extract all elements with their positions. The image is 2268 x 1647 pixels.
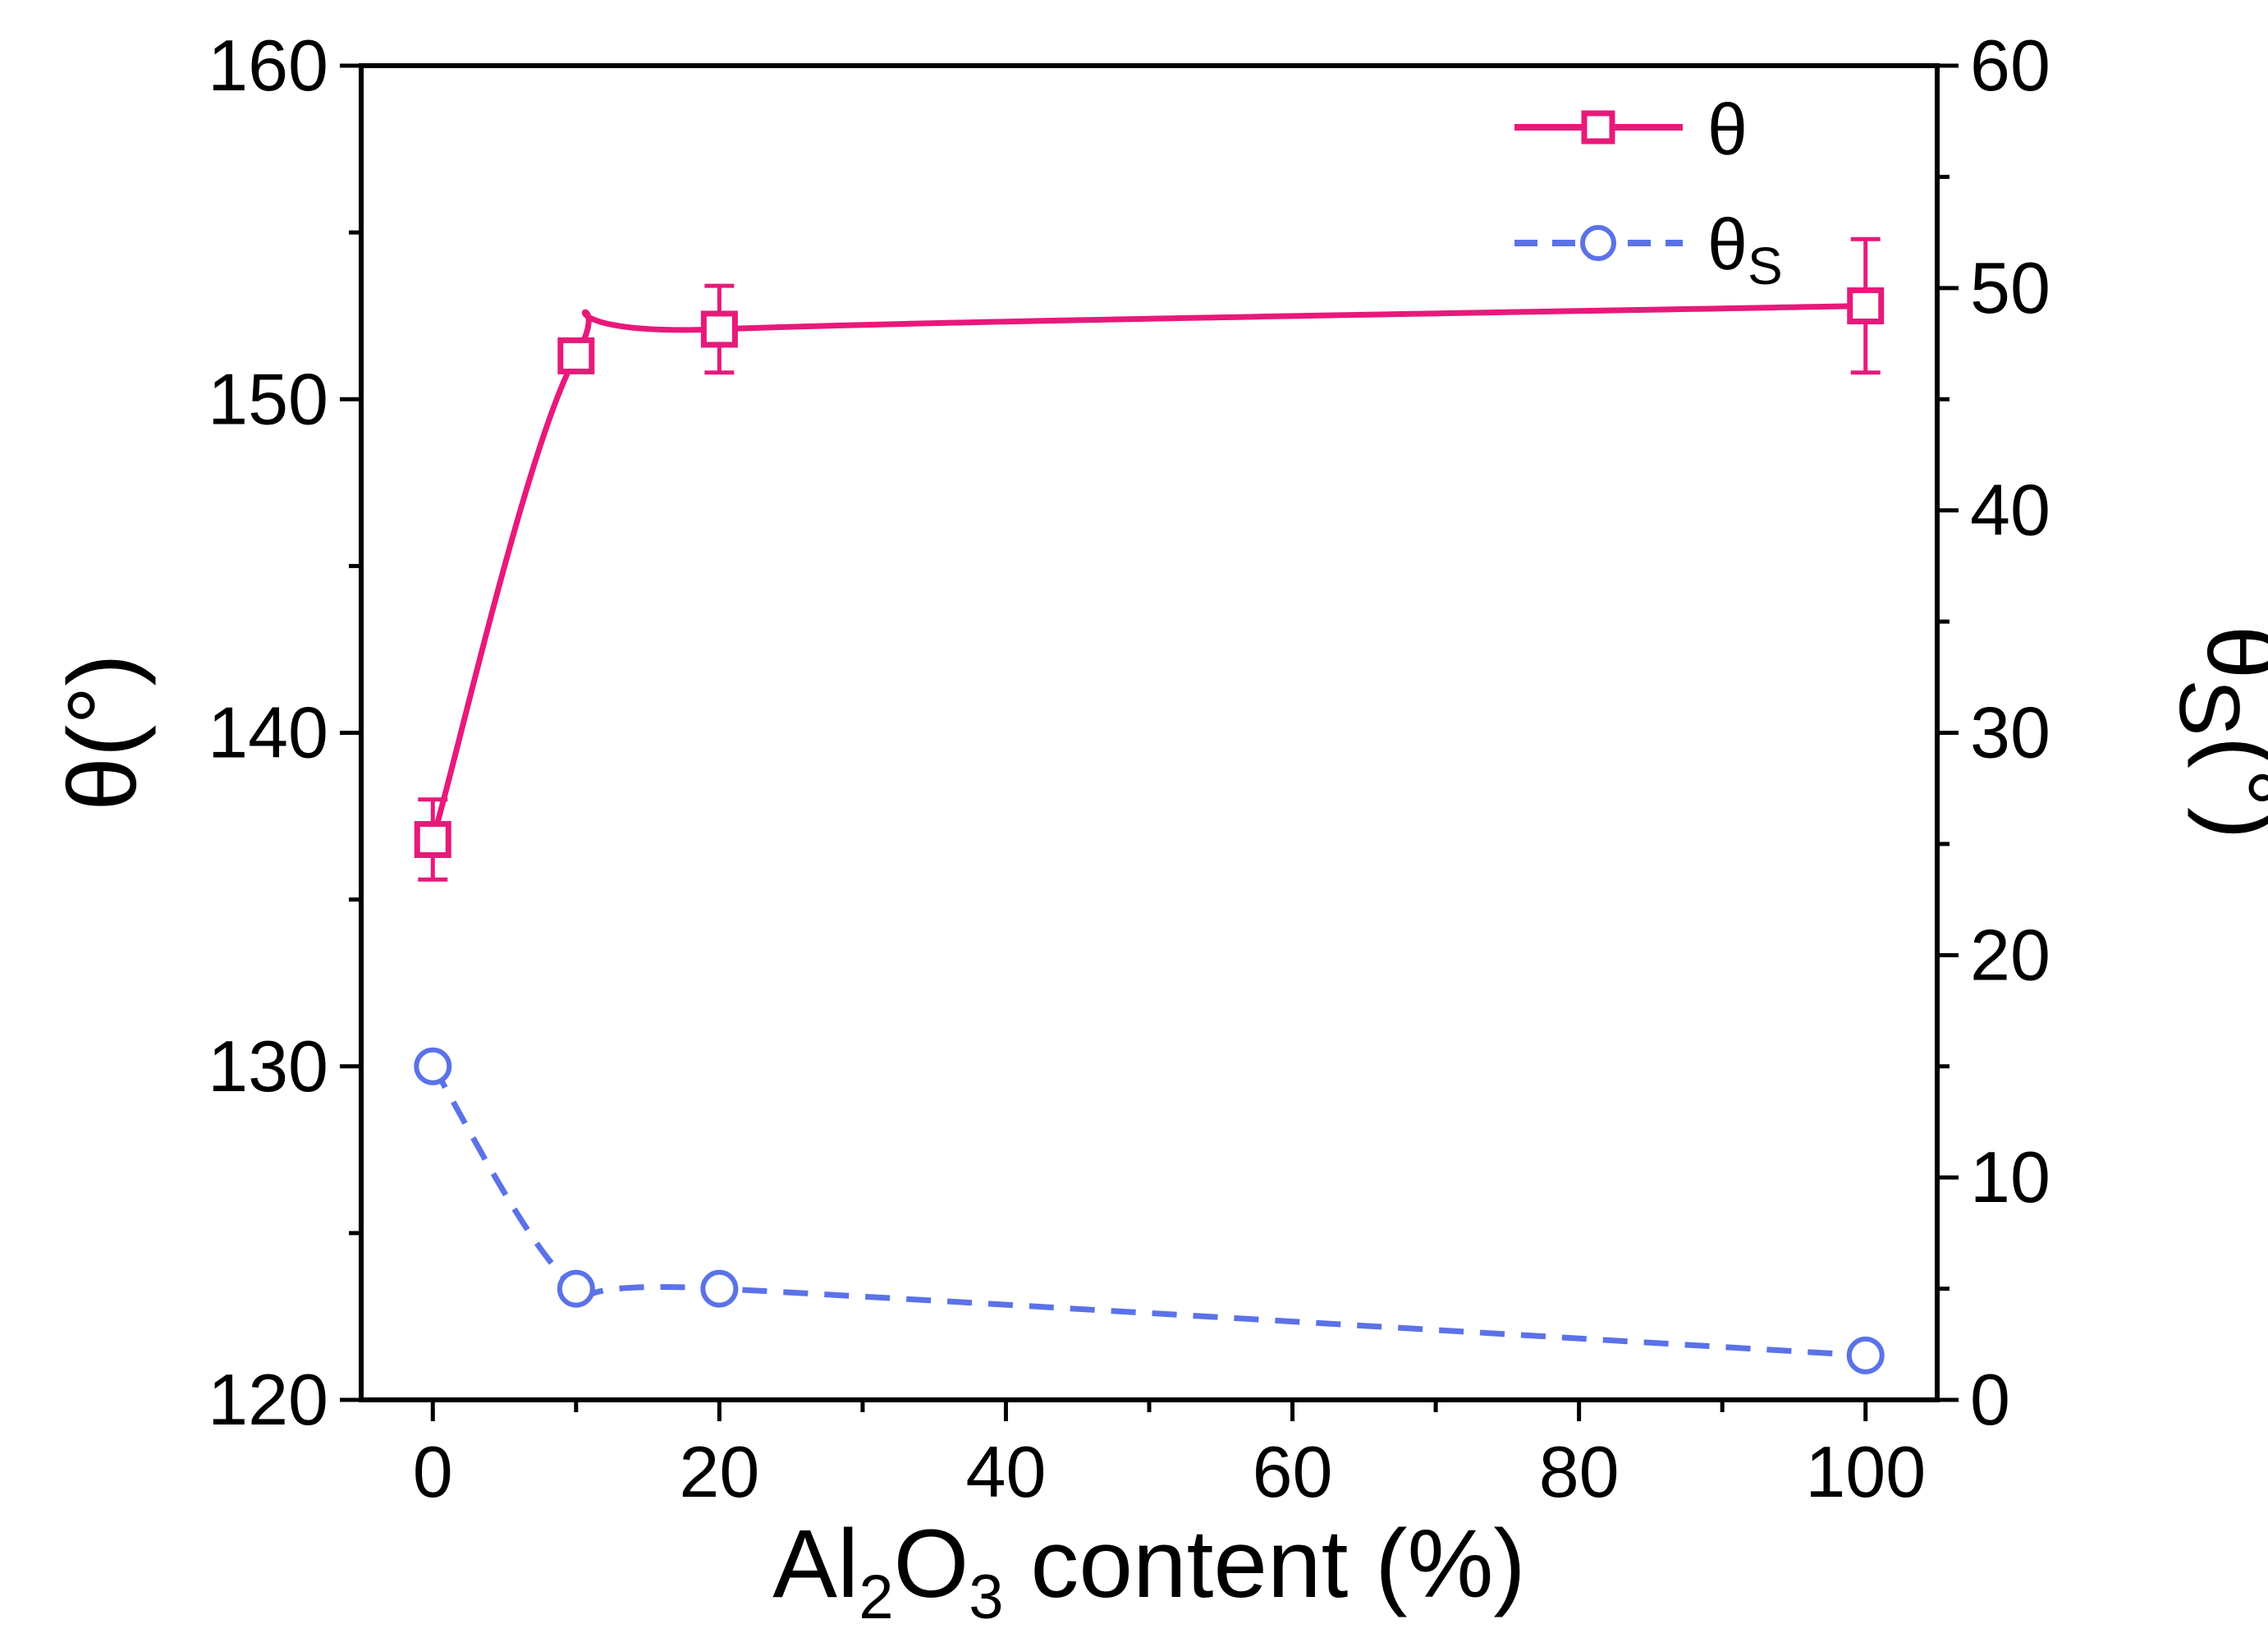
- y-right-tick-label: 0: [1970, 1359, 2010, 1440]
- x-tick-label: 80: [1539, 1431, 1620, 1512]
- y-left-tick-label: 140: [208, 692, 328, 773]
- legend-marker-theta: [1581, 110, 1615, 145]
- y-left-tick-label: 130: [208, 1025, 328, 1107]
- x-tick-label: 20: [679, 1431, 759, 1512]
- legend-label-theta: θ: [1707, 89, 1748, 170]
- legend: θ θS: [1514, 89, 1783, 296]
- y-right-tick-label: 10: [1970, 1136, 2050, 1218]
- x-tick-labels: 0 20 40 60 80 100: [413, 1431, 1926, 1512]
- data-point-theta-s: [700, 1269, 739, 1308]
- curves: [429, 303, 1866, 1359]
- y-right-tick-label: 20: [1970, 914, 2050, 995]
- data-point-theta: [1847, 287, 1885, 324]
- series-line-theta: [429, 303, 1866, 841]
- x-tick-label: 40: [966, 1431, 1047, 1512]
- y-left-tick-labels: 120 130 140 150 160: [208, 25, 328, 1440]
- y-left-tick-label: 120: [208, 1359, 328, 1440]
- data-point-theta-s: [557, 1269, 595, 1308]
- y-left-tick-label: 150: [208, 358, 328, 439]
- y-right-tick-label: 40: [1970, 470, 2050, 551]
- y-left-axis-title: θ(°): [48, 654, 157, 810]
- x-tick-label: 0: [413, 1431, 453, 1512]
- x-axis-title: Al2O3 content (%): [772, 1510, 1525, 1632]
- y-right-axis-title: θS(°): [2161, 626, 2268, 840]
- y-left-tick-label: 160: [208, 25, 328, 106]
- y-right-tick-label: 60: [1970, 25, 2050, 106]
- data-markers: [414, 236, 1885, 1374]
- x-tick-label: 60: [1253, 1431, 1333, 1512]
- y-right-tick-label: 50: [1970, 247, 2050, 328]
- data-point-theta: [414, 821, 451, 858]
- data-point-theta-s: [414, 1047, 452, 1085]
- x-tick-label: 100: [1805, 1431, 1926, 1512]
- plot-frame: [359, 63, 1940, 1402]
- y-right-tick-labels: 0 10 20 30 40 50 60: [1970, 25, 2050, 1440]
- series-line-theta-s: [430, 1064, 1866, 1359]
- y-right-tick-label: 30: [1970, 692, 2050, 773]
- legend-marker-theta-s: [1580, 225, 1616, 261]
- data-point-theta: [557, 337, 595, 374]
- legend-label-theta-s: θS: [1707, 204, 1783, 296]
- data-point-theta-s: [1846, 1336, 1885, 1374]
- data-point-theta: [700, 310, 738, 348]
